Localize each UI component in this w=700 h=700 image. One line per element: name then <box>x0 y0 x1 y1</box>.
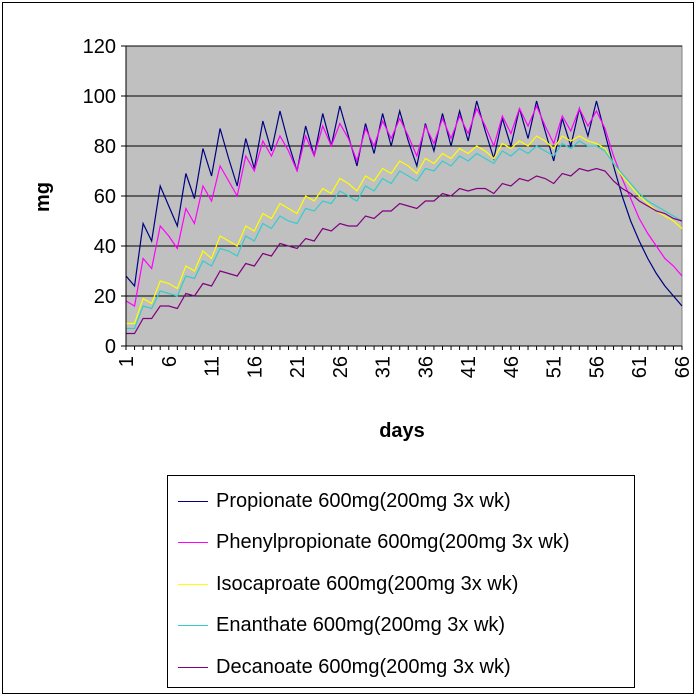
series-line-3 <box>126 140 683 330</box>
chart-frame <box>2 2 694 694</box>
x-tick-label-8: 41 <box>458 356 480 378</box>
x-axis-title: days <box>379 420 425 442</box>
x-tick-label-1: 6 <box>159 356 181 367</box>
legend: Propionate 600mg(200mg 3x wk) Phenylpropi… <box>167 475 635 688</box>
x-tick-label-4: 21 <box>287 356 309 378</box>
legend-label-0: Propionate 600mg(200mg 3x wk) <box>216 489 511 512</box>
x-tick-label-9: 46 <box>501 356 523 378</box>
legend-label-4: Decanoate 600mg(200mg 3x wk) <box>216 655 511 678</box>
y-tick-label-5: 100 <box>83 86 116 108</box>
x-tick-label-7: 36 <box>415 356 437 378</box>
x-tick-label-11: 56 <box>586 356 608 378</box>
y-tick-labels: 0 20 40 60 80 100 120 <box>83 36 116 358</box>
x-tick-label-10: 51 <box>544 356 566 378</box>
series-line-1 <box>125 104 683 307</box>
series-line-4 <box>126 167 683 335</box>
y-tick-label-3: 60 <box>94 186 116 208</box>
x-tick-label-2: 11 <box>202 356 224 377</box>
legend-label-1: Phenylpropionate 600mg(200mg 3x wk) <box>216 531 570 553</box>
legend-item-2: Isocaproate 600mg(200mg 3x wk) <box>168 569 518 599</box>
x-tick-label-5: 26 <box>330 356 352 378</box>
legend-swatch-3 <box>178 625 208 626</box>
x-tick-label-6: 31 <box>373 356 395 378</box>
legend-item-0: Propionate 600mg(200mg 3x wk) <box>168 486 511 516</box>
legend-label-3: Enanthate 600mg(200mg 3x wk) <box>216 614 506 636</box>
legend-swatch-4 <box>178 666 208 668</box>
legend-swatch-1 <box>178 542 208 543</box>
x-tick-label-13: 66 <box>672 356 694 378</box>
grid-lines <box>126 45 682 297</box>
x-tick-label-12: 61 <box>629 356 651 378</box>
legend-swatch-2 <box>178 583 208 585</box>
x-tick-labels: 1 6 11 16 21 26 31 36 41 46 51 56 61 66 <box>116 356 694 378</box>
axes <box>121 45 683 350</box>
legend-label-2: Isocaproate 600mg(200mg 3x wk) <box>216 572 519 595</box>
y-tick-label-4: 80 <box>94 136 116 158</box>
y-tick-label-0: 0 <box>105 336 116 358</box>
series-line-2 <box>126 135 683 325</box>
x-tick-label-3: 16 <box>244 356 266 378</box>
y-axis-title: mg <box>32 182 54 212</box>
x-tick-label-0: 1 <box>116 356 138 367</box>
legend-item-3: Enanthate 600mg(200mg 3x wk) <box>168 611 505 641</box>
y-tick-label-1: 20 <box>94 286 116 308</box>
y-tick-label-6: 120 <box>83 36 116 58</box>
y-tick-label-2: 40 <box>94 236 116 258</box>
series-lines <box>125 100 683 335</box>
legend-item-4: Decanoate 600mg(200mg 3x wk) <box>168 652 511 682</box>
legend-swatch-0 <box>178 500 208 502</box>
legend-item-1: Phenylpropionate 600mg(200mg 3x wk) <box>168 528 570 558</box>
